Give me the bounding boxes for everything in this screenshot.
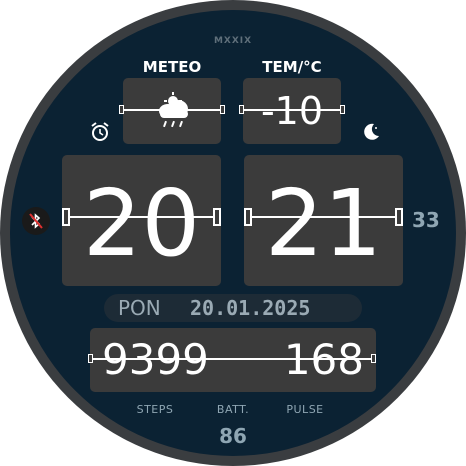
temperature-card[interactable]: -10 xyxy=(239,78,345,144)
temperature-label: TEM/°C xyxy=(262,58,322,76)
weather-label: METEO xyxy=(142,58,202,76)
bluetooth-status[interactable] xyxy=(22,207,50,235)
day-of-week: PON xyxy=(118,296,161,320)
pulse-value: 168 xyxy=(283,335,364,384)
stats-card[interactable]: 9399 168 xyxy=(88,328,376,392)
minutes-value: 21 xyxy=(264,170,383,277)
pulse-label: PULSE xyxy=(286,403,324,416)
moon-icon[interactable] xyxy=(359,120,383,144)
cloud-snow-icon xyxy=(159,92,188,128)
date-bar[interactable]: PON 20.01.2025 xyxy=(104,294,362,322)
weather-card[interactable] xyxy=(119,78,225,144)
hours-card[interactable]: 20 xyxy=(62,155,221,286)
minutes-card[interactable]: 21 xyxy=(244,155,403,286)
bluetooth-off-icon xyxy=(29,213,43,229)
date-value: 20.01.2025 xyxy=(190,296,311,320)
battery-label: BATT. xyxy=(216,403,250,416)
seconds-value: 33 xyxy=(412,208,440,232)
steps-value: 9399 xyxy=(102,335,209,384)
temperature-value: -10 xyxy=(260,89,324,133)
hours-value: 20 xyxy=(82,170,201,277)
steps-label: STEPS xyxy=(136,403,174,416)
battery-value: 86 xyxy=(219,424,247,448)
brand-label: MXXIX xyxy=(213,36,253,46)
alarm-clock-icon[interactable] xyxy=(89,121,111,143)
